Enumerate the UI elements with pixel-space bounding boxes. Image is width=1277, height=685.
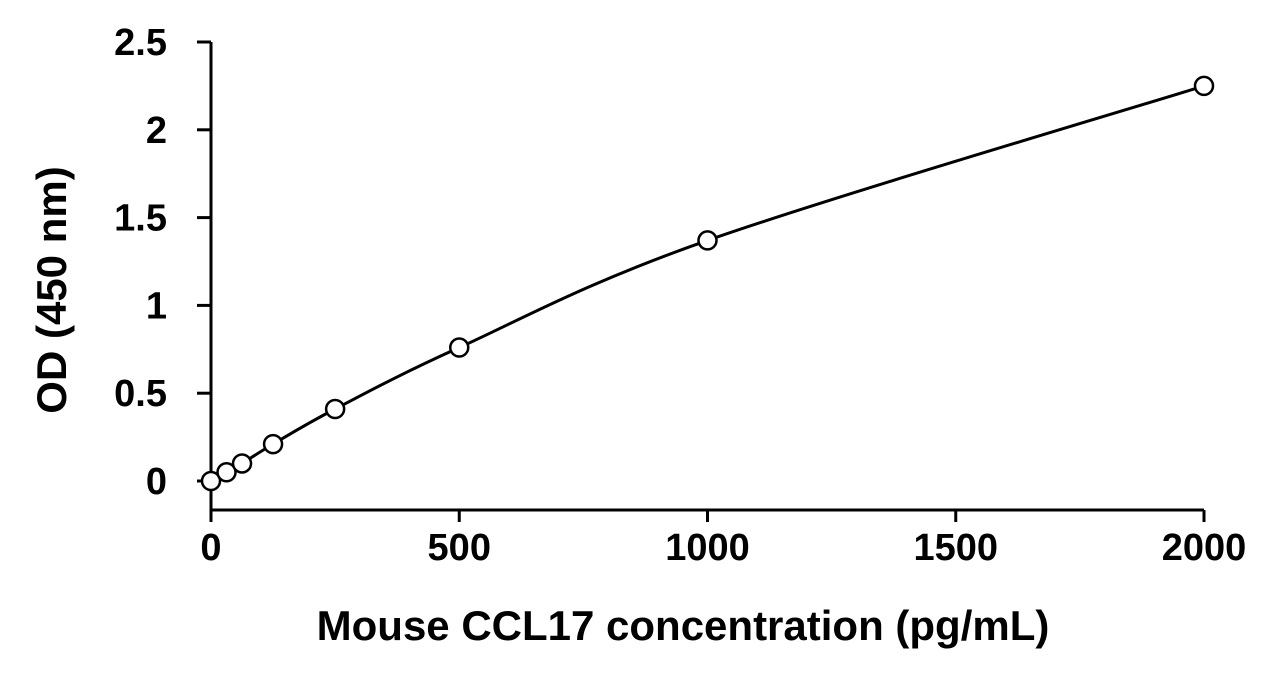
x-axis-title: Mouse CCL17 concentration (pg/mL) <box>317 602 1050 649</box>
data-point <box>262 433 284 455</box>
data-point <box>231 453 253 474</box>
fit-curve <box>210 84 1205 483</box>
x-tick-label: 2000 <box>1162 527 1247 569</box>
y-tick-label: 0 <box>146 461 167 503</box>
x-tick-label: 1000 <box>665 527 750 569</box>
x-tick-label: 500 <box>428 527 491 569</box>
x-ticks: 0 500 1000 1500 2000 <box>200 510 1246 569</box>
x-tick-label: 0 <box>200 527 221 569</box>
y-tick-label: 0.5 <box>114 373 167 415</box>
axes <box>209 42 1204 512</box>
y-tick-label: 2 <box>146 110 167 152</box>
data-points <box>200 75 1215 492</box>
data-point <box>449 337 470 358</box>
data-point <box>324 398 346 420</box>
x-tick-label: 1500 <box>913 527 998 569</box>
y-axis-title: OD (450 nm) <box>28 166 75 413</box>
data-point <box>216 461 237 483</box>
y-tick-label: 1.5 <box>114 198 167 240</box>
data-point <box>1193 75 1215 97</box>
data-point <box>200 470 222 492</box>
y-tick-label: 1 <box>146 285 167 327</box>
y-tick-label: 2.5 <box>114 22 167 64</box>
data-point <box>697 230 718 251</box>
y-ticks: 0 0.5 1 1.5 2 2.5 <box>114 22 211 503</box>
